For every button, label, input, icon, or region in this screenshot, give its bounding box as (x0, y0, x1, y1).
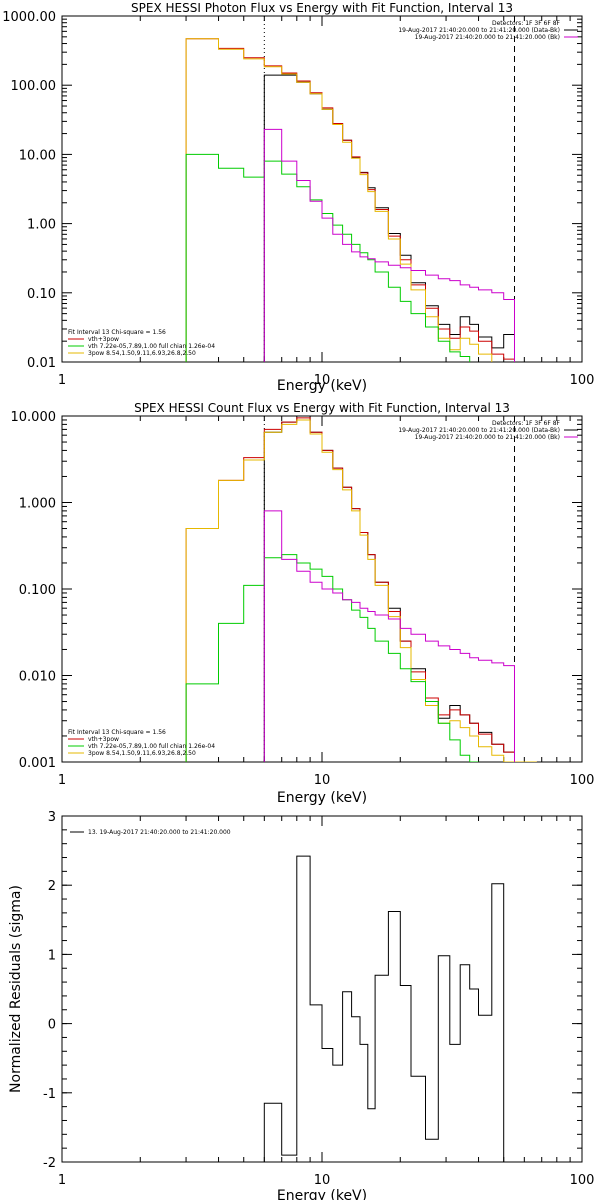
y-tick-label: 0.001 (19, 756, 56, 771)
legend-bottom-left-text: vth+3pow (88, 736, 119, 743)
x-tick-label: 1 (58, 773, 66, 788)
count-flux-panel: SPEX HESSI Count Flux vs Energy with Fit… (11, 401, 595, 806)
y-tick-label: 0.10 (27, 287, 56, 302)
series-line-4 (263, 128, 515, 362)
x-tick-label: 100 (570, 1173, 595, 1188)
y-axis-label: Normalized Residuals (sigma) (8, 885, 24, 1093)
legend-top-right-text: Detectors: 1F 3F 6F 8F (492, 20, 561, 27)
x-tick-label: 1 (58, 373, 66, 388)
series-line-1 (185, 38, 515, 362)
legend-bottom-left-text: vth 7.22e-05,7.89,1.00 full chian 1.26e-… (88, 743, 215, 750)
x-axis-label: Energy (keV) (277, 1188, 367, 1200)
y-tick-label: 0.100 (19, 583, 56, 598)
chart-title: SPEX HESSI Photon Flux vs Energy with Fi… (131, 1, 513, 15)
y-tick-label: 0.01 (27, 356, 56, 371)
series-line-3 (185, 153, 479, 362)
legend-bottom-left-text: Fit Interval 13 Chi-square = 1.56 (68, 329, 166, 336)
y-tick-label: 1.00 (27, 218, 56, 233)
x-tick-label: 100 (570, 773, 595, 788)
series-line-2 (185, 38, 515, 362)
y-tick-label: 100.00 (11, 79, 57, 94)
legend-bottom-left-text: 3pow 8.54,1.50,9.11,6.93,26.8,2.50 (88, 750, 196, 757)
legend-top-right-text: 19-Aug-2017 21:40:20.000 to 21:41:20.000… (415, 34, 560, 41)
legend-top-right-text: 19-Aug-2017 21:40:20.000 to 21:41:20.000… (398, 427, 560, 434)
legend-top-left-text: 13. 19-Aug-2017 21:40:20.000 to 21:41:20… (88, 829, 231, 836)
series-group (185, 417, 537, 762)
y-tick-label: 1.000 (19, 497, 56, 512)
y-tick-label: 3 (48, 810, 56, 825)
y-tick-label: 0.010 (19, 670, 56, 685)
series-group (185, 38, 515, 362)
x-tick-label: 100 (570, 373, 595, 388)
legend-top-right-text: 19-Aug-2017 21:40:20.000 to 21:41:20.000… (398, 27, 560, 34)
legend-top-right-text: 19-Aug-2017 21:40:20.000 to 21:41:20.000… (415, 434, 560, 441)
plot-frame (61, 15, 583, 363)
series-line-4 (263, 510, 515, 762)
x-axis-label: Energy (keV) (277, 790, 367, 806)
chart-title: SPEX HESSI Count Flux vs Energy with Fit… (134, 401, 510, 415)
photon-flux-panel: SPEX HESSI Photon Flux vs Energy with Fi… (2, 1, 594, 394)
y-tick-label: -2 (43, 1156, 56, 1171)
series-line-0 (263, 74, 515, 362)
legend-bottom-left-text: 3pow 8.54,1.50,9.11,6.93,26.8,2.50 (88, 350, 196, 357)
x-tick-label: 10 (314, 373, 331, 388)
x-tick-label: 1 (58, 1173, 66, 1188)
y-tick-label: 1 (48, 948, 56, 963)
legend-bottom-left-text: vth+3pow (88, 336, 119, 343)
y-tick-label: 10.00 (19, 148, 56, 163)
series-line-3 (185, 554, 479, 762)
x-tick-label: 10 (314, 773, 331, 788)
legend-bottom-left-text: Fit Interval 13 Chi-square = 1.56 (68, 729, 166, 736)
series-line-0 (263, 855, 515, 1162)
series-group (263, 855, 515, 1162)
legend-bottom-left-text: vth 7.22e-05,7.89,1.00 full chian 1.26e-… (88, 343, 215, 350)
series-line-1 (185, 417, 537, 762)
x-axis-label: Energy (keV) (277, 378, 367, 394)
y-tick-label: 0 (48, 1018, 56, 1033)
x-tick-label: 10 (314, 1173, 331, 1188)
y-tick-label: 10.000 (11, 410, 57, 425)
y-tick-label: 2 (48, 879, 56, 894)
y-tick-label: -1 (43, 1087, 56, 1102)
series-line-2 (185, 419, 537, 762)
legend-top-right-text: Detectors: 1F 3F 6F 8F (492, 420, 561, 427)
series-line-0 (263, 419, 515, 762)
y-tick-label: 1000.00 (2, 10, 56, 25)
